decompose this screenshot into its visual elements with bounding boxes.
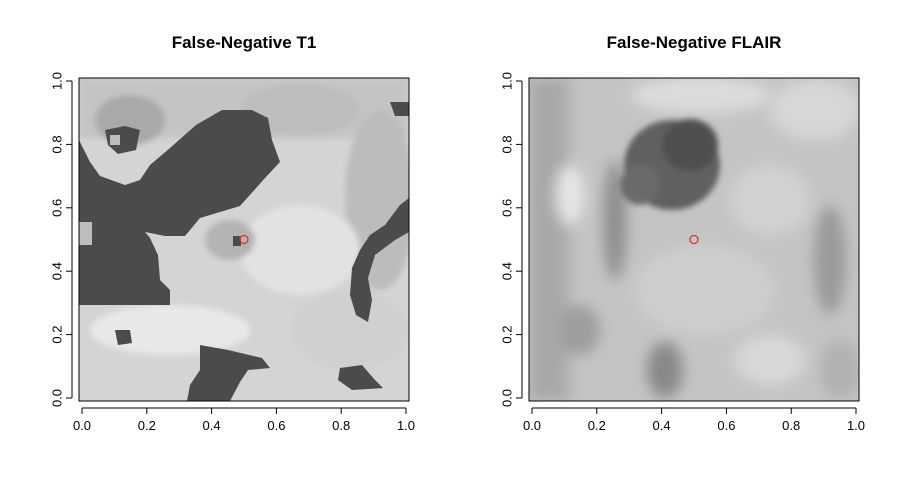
t1-dark-speck (233, 236, 241, 246)
y-axis: 0.0 0.2 0.4 0.6 0.8 1.0 (500, 72, 523, 407)
panel-flair: False-Negative FLAIR (500, 33, 866, 433)
y-tick-label: 0.4 (500, 262, 515, 280)
x-tick-label: 0.4 (203, 418, 221, 433)
t1-texture (79, 78, 409, 370)
y-tick-label: 0.6 (50, 199, 65, 217)
x-tick-label: 0.6 (267, 418, 285, 433)
x-tick-label: 0.8 (782, 418, 800, 433)
t1-image (79, 78, 409, 401)
flair-texture (529, 78, 859, 401)
x-tick-label: 0.2 (138, 418, 156, 433)
panel-t1: False-Negative T1 (50, 33, 416, 433)
plot-frame (528, 77, 860, 402)
t1-dark-spot-lower (115, 330, 132, 345)
y-tick-label: 0.8 (50, 135, 65, 153)
chart-title: False-Negative FLAIR (607, 33, 782, 52)
x-tick-label: 0.8 (332, 418, 350, 433)
plot-frame (78, 77, 410, 402)
chart-title: False-Negative T1 (172, 33, 317, 52)
t1-dark-spot-topright (390, 102, 409, 116)
flair-image (529, 78, 859, 401)
y-tick-label: 0.8 (500, 135, 515, 153)
x-tick-label: 0.0 (523, 418, 541, 433)
y-tick-label: 0.0 (50, 389, 65, 407)
y-axis: 0.0 0.2 0.4 0.6 0.8 1.0 (50, 72, 73, 407)
t1-dark-region-bottom-right (338, 365, 383, 390)
x-tick-label: 0.0 (73, 418, 91, 433)
t1-dark-region-bottom (187, 345, 270, 401)
x-axis: 0.0 0.2 0.4 0.6 0.8 1.0 (73, 407, 415, 433)
y-tick-label: 0.0 (500, 389, 515, 407)
x-tick-label: 0.4 (653, 418, 671, 433)
x-tick-label: 1.0 (397, 418, 415, 433)
y-tick-label: 0.2 (50, 326, 65, 344)
t1-dark-regions (79, 102, 409, 401)
target-marker (239, 234, 249, 245)
flair-dark-lesion (620, 119, 720, 210)
t1-light-carves (79, 135, 120, 245)
x-tick-label: 0.2 (588, 418, 606, 433)
y-tick-label: 1.0 (500, 72, 515, 90)
t1-dark-region-main (79, 110, 280, 305)
x-axis: 0.0 0.2 0.4 0.6 0.8 1.0 (523, 407, 865, 433)
y-tick-label: 0.2 (500, 326, 515, 344)
t1-dark-spot-upper (105, 126, 140, 154)
x-tick-label: 1.0 (847, 418, 865, 433)
y-tick-label: 0.4 (50, 262, 65, 280)
y-tick-label: 0.6 (500, 199, 515, 217)
y-tick-label: 1.0 (50, 72, 65, 90)
target-marker (689, 234, 699, 245)
x-tick-label: 0.6 (717, 418, 735, 433)
t1-dark-region-right (350, 198, 409, 322)
